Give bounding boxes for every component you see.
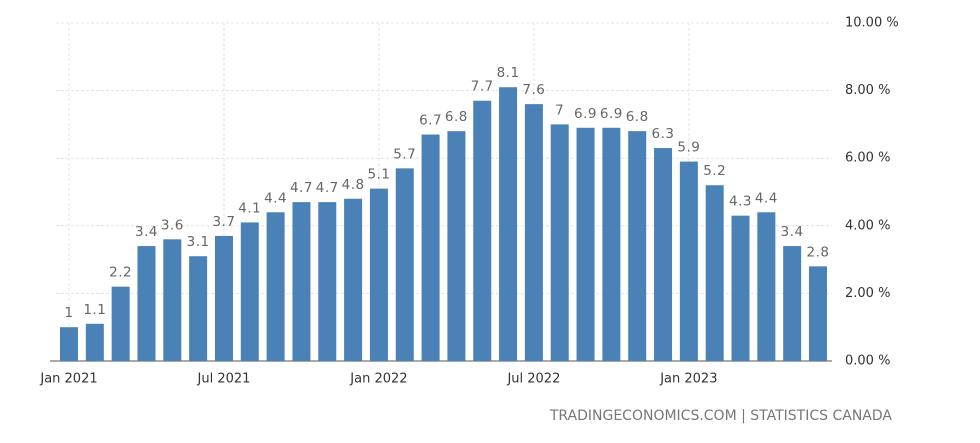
value-label: 4.1 — [238, 200, 261, 216]
value-label: 4.3 — [729, 194, 752, 210]
value-label: 4.4 — [264, 190, 287, 206]
bar — [499, 87, 518, 361]
value-label: 7.6 — [522, 82, 545, 98]
value-label: 3.6 — [161, 217, 184, 233]
bar — [421, 134, 440, 361]
value-label: 6.8 — [445, 109, 468, 125]
value-label: 6.9 — [600, 106, 623, 122]
y-tick-label: 10.00 % — [845, 16, 899, 31]
bar — [240, 222, 259, 361]
value-label: 4.7 — [316, 180, 339, 196]
bar — [318, 202, 337, 361]
bar — [524, 104, 543, 362]
x-tick-label: Jul 2022 — [506, 372, 560, 387]
value-label: 6.3 — [652, 126, 675, 142]
value-label: 4.7 — [290, 180, 313, 196]
x-tick-label: Jan 2023 — [659, 372, 717, 387]
x-tick-label: Jul 2021 — [197, 372, 251, 387]
bar — [679, 161, 698, 361]
value-label: 4.4 — [755, 190, 778, 206]
bar — [447, 131, 466, 361]
bar — [654, 148, 673, 361]
value-label: 3.4 — [781, 224, 804, 240]
y-tick-label: 2.00 % — [845, 286, 890, 301]
source: TRADINGECONOMICS.COM | STATISTICS CANADA — [549, 408, 893, 424]
value-label: 5.2 — [703, 163, 726, 179]
y-tick-label: 0.00 % — [845, 354, 890, 369]
value-label: 5.1 — [367, 167, 390, 183]
bar — [576, 127, 595, 361]
bar — [628, 131, 647, 361]
value-label: 6.9 — [574, 106, 597, 122]
value-label: 4.8 — [342, 177, 365, 193]
bar — [473, 100, 492, 362]
bar — [550, 124, 569, 362]
value-label: 8.1 — [497, 65, 520, 81]
value-label: 6.8 — [626, 109, 649, 125]
bar — [163, 239, 182, 361]
value-label: 3.4 — [135, 224, 158, 240]
value-label: 7 — [555, 102, 564, 118]
bar — [60, 327, 78, 361]
y-tick-label: 4.00 % — [845, 218, 890, 233]
bar — [783, 246, 802, 361]
bar — [292, 202, 311, 361]
value-label: 2.2 — [109, 265, 132, 281]
bar — [137, 246, 156, 361]
bar — [602, 127, 621, 361]
bar — [705, 185, 724, 361]
bar — [85, 323, 104, 361]
x-tick-label: Jan 2022 — [349, 372, 407, 387]
bar — [111, 286, 130, 361]
value-label: 3.7 — [212, 214, 235, 230]
value-label: 1.1 — [83, 302, 106, 318]
bar — [757, 212, 776, 361]
bar — [266, 212, 285, 361]
bar — [214, 235, 233, 361]
value-label: 6.7 — [419, 113, 442, 129]
bar — [809, 266, 827, 361]
bar — [731, 215, 750, 361]
value-label: 3.1 — [187, 234, 210, 250]
value-label: 1 — [64, 305, 73, 321]
value-label: 2.8 — [807, 244, 830, 260]
y-tick-label: 6.00 % — [845, 151, 890, 166]
value-label: 5.9 — [677, 140, 700, 156]
value-label: 7.7 — [471, 79, 494, 95]
value-label: 5.7 — [393, 146, 416, 162]
x-tick-label: Jan 2021 — [39, 372, 97, 387]
bar — [395, 168, 414, 361]
y-tick-label: 8.00 % — [845, 83, 890, 98]
bar — [344, 198, 363, 361]
bar — [189, 256, 208, 361]
bar — [369, 188, 388, 361]
